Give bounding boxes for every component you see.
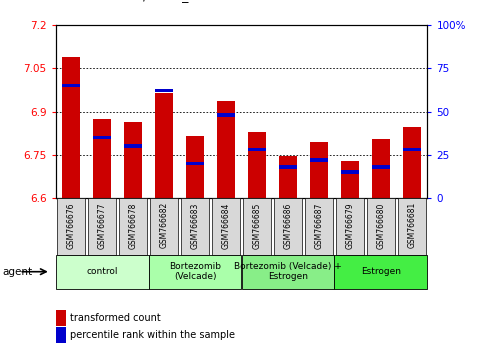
Bar — [212, 198, 240, 255]
Bar — [62, 84, 80, 87]
Bar — [155, 93, 173, 198]
Bar — [124, 144, 142, 148]
Text: Bortezomib
(Velcade): Bortezomib (Velcade) — [169, 262, 221, 281]
Bar — [248, 132, 266, 198]
Bar — [155, 89, 173, 92]
Bar — [186, 136, 204, 198]
Text: Bortezomib (Velcade) +
Estrogen: Bortezomib (Velcade) + Estrogen — [234, 262, 342, 281]
Bar — [242, 255, 334, 289]
Text: GSM766678: GSM766678 — [128, 202, 138, 249]
Bar — [149, 255, 242, 289]
Bar — [56, 310, 66, 326]
Bar — [181, 198, 209, 255]
Text: GSM766687: GSM766687 — [314, 202, 324, 249]
Text: transformed count: transformed count — [70, 313, 161, 323]
Bar — [403, 127, 421, 198]
Bar — [56, 255, 149, 289]
Text: GSM766682: GSM766682 — [159, 202, 169, 249]
Bar — [88, 198, 116, 255]
Text: GSM766683: GSM766683 — [190, 202, 199, 249]
Bar — [372, 139, 390, 198]
Text: GDS4089 / ILMN_2046750: GDS4089 / ILMN_2046750 — [80, 0, 244, 2]
Bar — [341, 161, 359, 198]
Bar — [334, 255, 427, 289]
Bar — [341, 171, 359, 174]
Bar — [56, 327, 66, 343]
Bar — [274, 198, 302, 255]
Text: GSM766680: GSM766680 — [376, 202, 385, 249]
Bar — [93, 136, 112, 139]
Text: GSM766676: GSM766676 — [67, 202, 75, 249]
Bar — [217, 113, 235, 117]
Bar — [248, 148, 266, 152]
Bar — [310, 158, 328, 162]
Bar — [403, 148, 421, 152]
Bar — [279, 156, 297, 198]
Bar — [372, 165, 390, 169]
Bar — [310, 142, 328, 198]
Text: Estrogen: Estrogen — [361, 267, 401, 276]
Bar — [398, 198, 426, 255]
Bar — [119, 198, 147, 255]
Bar — [150, 198, 178, 255]
Text: GSM766679: GSM766679 — [345, 202, 355, 249]
Bar — [124, 122, 142, 198]
Text: GSM766686: GSM766686 — [284, 202, 293, 249]
Bar — [93, 119, 112, 198]
Bar — [243, 198, 271, 255]
Bar — [186, 162, 204, 165]
Text: GSM766684: GSM766684 — [222, 202, 230, 249]
Text: GSM766681: GSM766681 — [408, 202, 416, 249]
Bar — [57, 198, 85, 255]
Text: GSM766677: GSM766677 — [98, 202, 107, 249]
Bar — [305, 198, 333, 255]
Text: agent: agent — [2, 267, 32, 277]
Bar — [367, 198, 395, 255]
Text: GSM766685: GSM766685 — [253, 202, 261, 249]
Bar — [217, 101, 235, 198]
Bar — [279, 165, 297, 169]
Bar — [62, 57, 80, 198]
Bar — [336, 198, 364, 255]
Text: control: control — [86, 267, 118, 276]
Text: percentile rank within the sample: percentile rank within the sample — [70, 330, 235, 341]
